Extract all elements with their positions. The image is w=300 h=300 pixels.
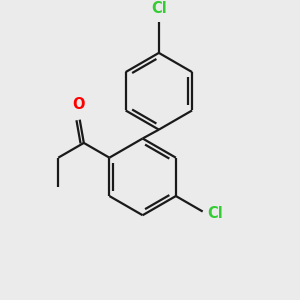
Text: O: O [72,97,85,112]
Text: Cl: Cl [207,206,223,221]
Text: Cl: Cl [151,1,167,16]
